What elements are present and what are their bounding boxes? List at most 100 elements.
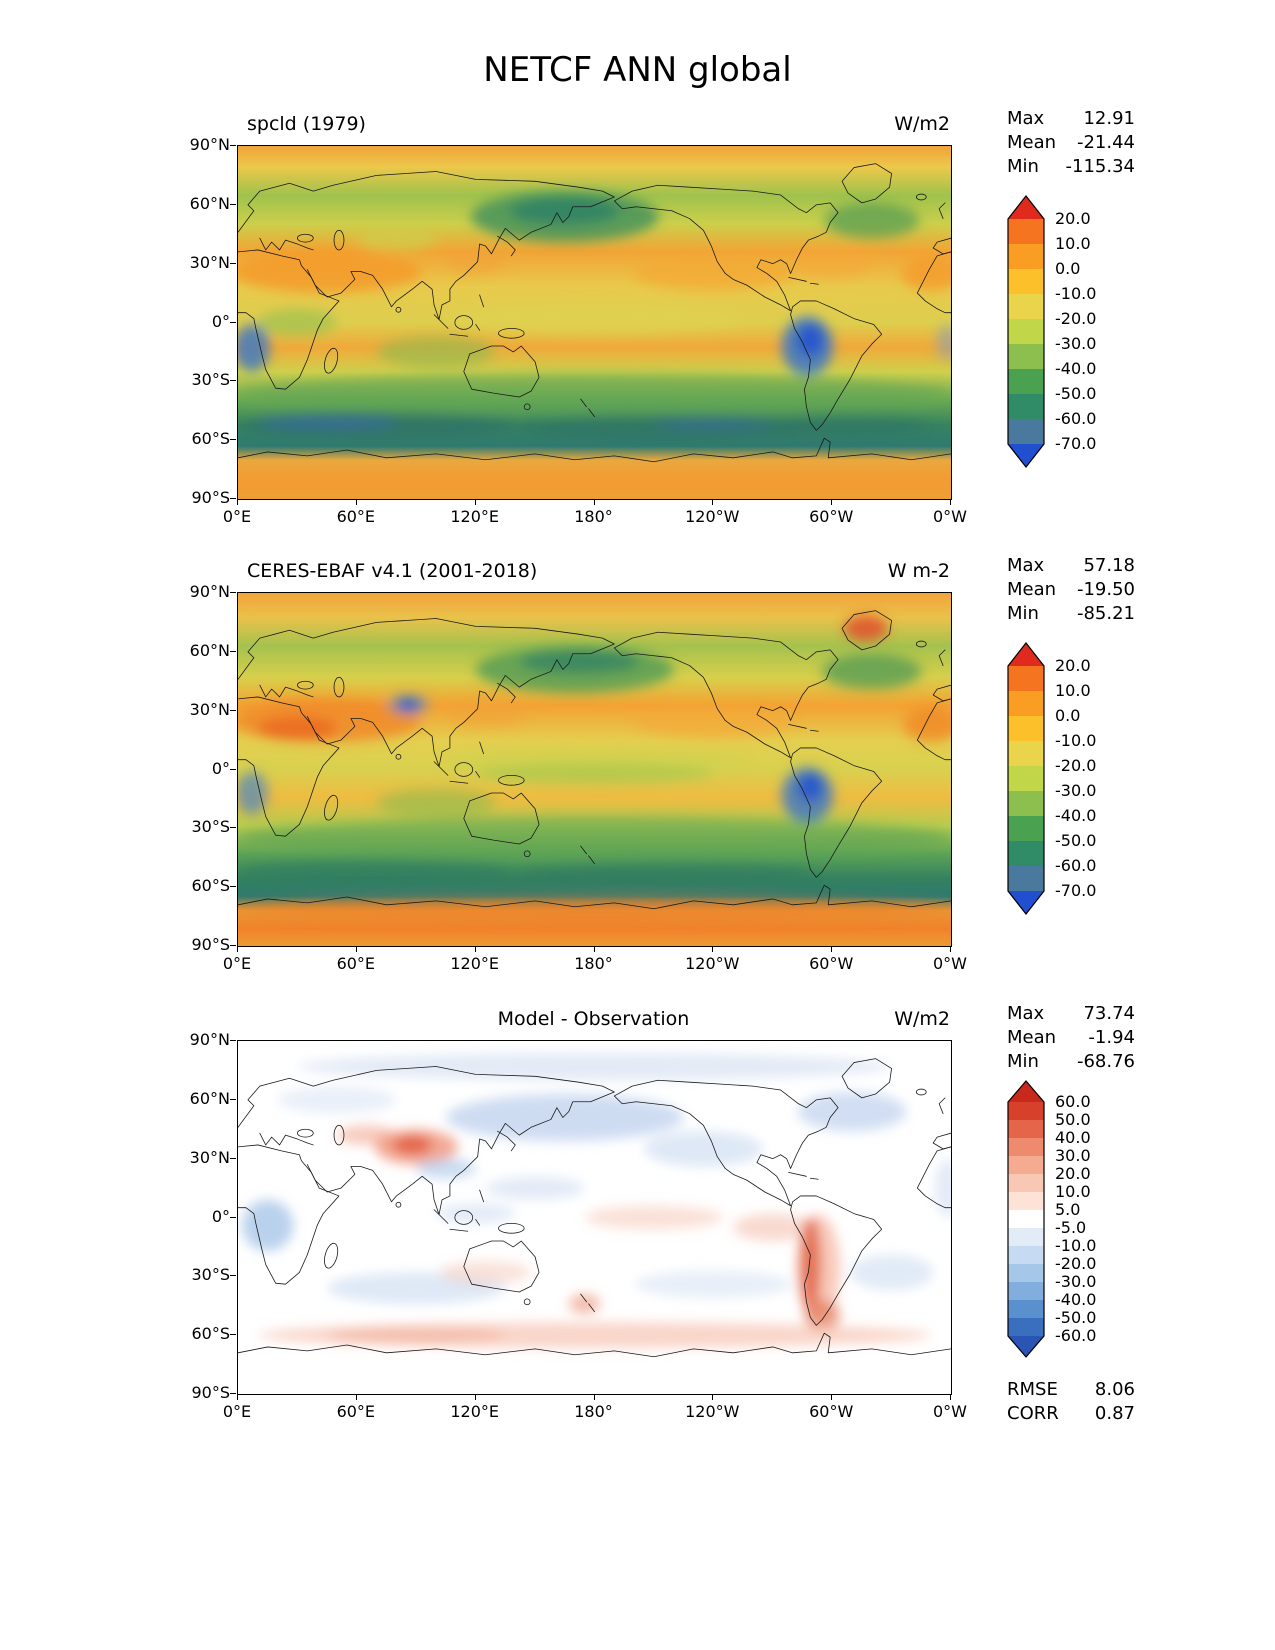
colorbar-tick-label: 50.0: [1055, 1110, 1091, 1129]
y-tick-label: 30°S: [191, 817, 230, 837]
colorbar-tick-label: -10.0: [1055, 731, 1096, 750]
colorbar-bottom-arrow: [1008, 444, 1044, 467]
y-tick-mark: [230, 768, 236, 770]
colorbar-segment: [1008, 344, 1044, 369]
colorbar-tick-label: 40.0: [1055, 1128, 1091, 1147]
x-tick-label: 120°E: [450, 507, 500, 526]
colorbar-tick-label: 0.0: [1055, 706, 1080, 725]
y-tick-label: 60°S: [191, 1324, 230, 1344]
stat-mean: Mean -19.50: [1007, 578, 1135, 600]
x-tick-label: 180°: [574, 1402, 613, 1421]
y-tick-label: 60°N: [189, 193, 230, 213]
x-tick-mark: [237, 499, 238, 505]
colorbar-tick-label: -20.0: [1055, 1254, 1096, 1273]
y-tick-mark: [230, 1275, 236, 1277]
x-tick-label: 120°W: [685, 507, 740, 526]
y-tick-label: 90°N: [189, 582, 230, 601]
x-tick-mark: [474, 1394, 476, 1400]
colorbar-segment: [1008, 1138, 1044, 1156]
colorbar-tick-label: -10.0: [1055, 284, 1096, 303]
colorbar-segment: [1008, 1210, 1044, 1228]
colorbar-tick-label: -60.0: [1055, 1326, 1096, 1345]
colorbar-top-arrow: [1008, 1081, 1044, 1102]
stat-max: Max 12.91: [1007, 108, 1135, 129]
x-tick-mark: [593, 946, 595, 952]
stats-block: Max 73.74 Mean -1.94 Min -68.76: [1007, 1002, 1135, 1073]
x-tick-mark: [593, 499, 595, 505]
y-tick-mark: [230, 145, 236, 146]
map-frame-difference: [237, 1040, 952, 1395]
y-tick-label: 30°N: [189, 1147, 230, 1167]
colorbar-tick-label: 0.0: [1055, 259, 1080, 278]
colorbar-segment: [1008, 1228, 1044, 1246]
y-tick-mark: [230, 650, 236, 652]
colorbar-segment: [1008, 1156, 1044, 1174]
x-tick-mark: [355, 499, 357, 505]
colorbar-tick-label: -40.0: [1055, 359, 1096, 378]
panel-header: Model - Observation W/m2: [237, 1008, 950, 1034]
y-tick-label: 90°S: [191, 935, 230, 954]
colorbar-segment: [1008, 816, 1044, 841]
colorbar-outline: [1007, 195, 1045, 468]
panel-title: spcld (1979): [247, 113, 366, 135]
colorbar-segment: [1008, 841, 1044, 866]
colorbar-segment: [1008, 766, 1044, 791]
colorbar-tick-label: -10.0: [1055, 1236, 1096, 1255]
colorbar-tick-label: -60.0: [1055, 856, 1096, 875]
y-tick-label: 30°S: [191, 370, 230, 390]
colorbar-segment: [1008, 244, 1044, 269]
x-tick-label: 60°E: [336, 507, 376, 526]
panel-units: W m-2: [887, 560, 950, 582]
colorbar-segment: [1008, 419, 1044, 444]
colorbar-segment: [1008, 1318, 1044, 1336]
x-tick-label: 120°W: [685, 954, 740, 973]
y-tick-mark: [230, 1098, 236, 1100]
colorbar-tick-label: 20.0: [1055, 209, 1091, 228]
colorbar-outline: [1007, 642, 1045, 915]
x-tick-mark: [712, 499, 714, 505]
x-tick-label: 180°: [574, 507, 613, 526]
stat-corr: CORR 0.87: [1007, 1402, 1135, 1424]
panel-units: W/m2: [894, 1008, 950, 1030]
x-tick-label: 180°: [574, 954, 613, 973]
colorbar-tick-label: 60.0: [1055, 1092, 1091, 1111]
y-tick-mark: [230, 1393, 236, 1394]
y-tick-label: 60°N: [189, 1088, 230, 1108]
stat-mean: Mean -1.94: [1007, 1026, 1135, 1048]
x-tick-mark: [355, 1394, 357, 1400]
y-tick-mark: [230, 321, 236, 323]
x-tick-label: 60°E: [336, 954, 376, 973]
y-tick-mark: [230, 945, 236, 946]
y-tick-label: 0°: [211, 758, 230, 778]
colorbar-segment: [1008, 666, 1044, 691]
colorbar-tick-label: 10.0: [1055, 681, 1091, 700]
colorbar-segment: [1008, 369, 1044, 394]
map-frame-model: [237, 145, 952, 500]
figure-title: NETCF ANN global: [483, 50, 792, 90]
x-tick-label: 60°W: [809, 954, 854, 973]
x-tick-label: 120°E: [450, 954, 500, 973]
panel-model: spcld (1979) W/m2 Max 12.91 Mean -21.44 Mi…: [0, 105, 1275, 552]
panel-title: CERES-EBAF v4.1 (2001-2018): [247, 560, 538, 582]
colorbar-bottom-arrow: [1008, 1336, 1044, 1357]
x-tick-mark: [831, 499, 833, 505]
rmse-corr-block: RMSE 8.06 CORR 0.87: [1007, 1378, 1135, 1426]
x-tick-mark: [355, 946, 357, 952]
colorbar-tick-label: 10.0: [1055, 1182, 1091, 1201]
colorbar-segment: [1008, 294, 1044, 319]
y-tick-mark: [230, 886, 236, 888]
colorbar-tick-label: -50.0: [1055, 1308, 1096, 1327]
panel-header: spcld (1979) W/m2: [237, 113, 950, 139]
colorbar-difference: 60.050.040.030.020.010.05.0-5.0-10.0-20.…: [1007, 1080, 1096, 1358]
x-tick-mark: [712, 946, 714, 952]
colorbar-tick-label: -20.0: [1055, 756, 1096, 775]
y-tick-mark: [230, 1157, 236, 1159]
map-observation: [238, 593, 951, 946]
colorbar-top-arrow: [1008, 196, 1044, 219]
colorbar-tick-label: -40.0: [1055, 1290, 1096, 1309]
x-tick-label: 60°W: [809, 1402, 854, 1421]
y-tick-label: 90°N: [189, 1030, 230, 1049]
colorbar-segment: [1008, 1174, 1044, 1192]
colorbar-segment: [1008, 1102, 1044, 1120]
colorbar-segment: [1008, 1192, 1044, 1210]
